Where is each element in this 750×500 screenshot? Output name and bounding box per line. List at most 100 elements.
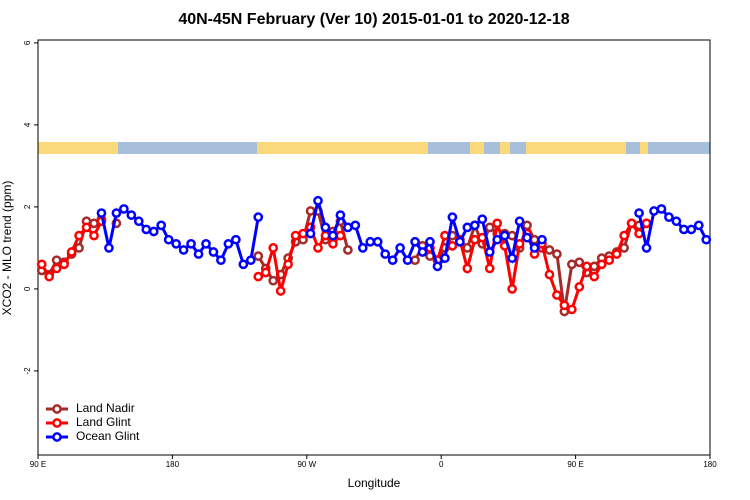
data-point [522, 232, 532, 243]
data-point [484, 222, 495, 233]
x-tick-label: 90 E [567, 460, 583, 469]
data-point [507, 230, 517, 241]
data-point [469, 220, 480, 231]
data-point [686, 224, 697, 235]
data-point [320, 230, 331, 241]
data-point [74, 243, 84, 253]
data-point [156, 220, 167, 231]
data-point [268, 275, 279, 286]
x-tick-label: 90 W [297, 460, 316, 469]
data-point [343, 245, 353, 255]
data-point [604, 255, 615, 266]
data-point [96, 208, 107, 218]
data-point [522, 220, 532, 231]
legend-marker [52, 418, 62, 428]
data-point [193, 249, 204, 259]
data-point [492, 234, 503, 245]
data-point [514, 216, 525, 227]
data-point [365, 236, 376, 247]
data-point [679, 224, 689, 235]
data-point [201, 238, 211, 249]
data-point [231, 234, 241, 245]
data-point [328, 238, 338, 249]
chart-title: 40N-45N February (Ver 10) 2015-01-01 to … [178, 11, 569, 28]
data-point [380, 249, 391, 259]
data-point [313, 195, 323, 206]
legend-label: Land Nadir [76, 401, 135, 415]
data-point [656, 204, 667, 214]
data-point [111, 208, 122, 218]
data-point [186, 238, 196, 249]
data-point [395, 243, 405, 253]
land-ocean-strip [38, 142, 710, 154]
data-point [447, 241, 458, 251]
data-point [410, 236, 420, 247]
data-point [163, 234, 174, 245]
data-point [260, 267, 271, 278]
data-point [148, 226, 159, 237]
data-point [283, 259, 293, 270]
data-point [119, 204, 129, 214]
data-point [216, 255, 226, 266]
legend-label: Ocean Glint [76, 429, 140, 443]
data-point [141, 224, 152, 235]
data-point [626, 218, 637, 229]
data-point [59, 259, 69, 270]
data-point [611, 249, 622, 259]
legend-marker [52, 404, 62, 414]
data-point [641, 218, 652, 229]
data-point [387, 255, 398, 266]
data-point [567, 259, 577, 270]
data-point [343, 222, 353, 233]
data-point [641, 243, 652, 253]
data-point [514, 238, 525, 249]
data-point [104, 243, 114, 253]
y-tick-label: 6 [23, 40, 32, 45]
data-point [589, 271, 600, 282]
data-point [499, 230, 510, 241]
data-point [619, 230, 629, 241]
data-point [581, 261, 592, 272]
data-point [507, 284, 517, 294]
x-tick-label: 180 [166, 460, 180, 469]
data-point [484, 263, 495, 274]
data-point [701, 234, 712, 245]
data-point [484, 247, 495, 257]
data-point [320, 222, 331, 233]
data-point [51, 263, 62, 274]
data-point [552, 249, 562, 259]
y-tick-label: 0 [23, 286, 32, 291]
data-point [268, 243, 279, 253]
data-point [693, 220, 704, 231]
data-point [432, 261, 443, 272]
data-point [455, 236, 465, 247]
data-point [417, 247, 428, 257]
data-point [425, 236, 435, 247]
plot-frame [37, 39, 711, 456]
data-point [245, 255, 256, 266]
data-point [544, 269, 555, 280]
data-point [649, 206, 659, 216]
data-point [664, 212, 674, 223]
x-axis-label: Longitude [348, 476, 401, 490]
data-point [469, 234, 480, 245]
data-point [36, 259, 47, 270]
data-point [253, 251, 264, 261]
data-point [290, 230, 301, 241]
data-point [81, 222, 92, 233]
data-point [402, 255, 413, 266]
data-point [574, 282, 585, 292]
data-point [596, 259, 607, 270]
y-axis-label: XCO2 - MLO trend (ppm) [0, 181, 14, 316]
y-tick-label: 2 [23, 204, 32, 209]
data-point [223, 238, 234, 249]
x-tick-label: 0 [439, 460, 444, 469]
data-point [410, 255, 420, 266]
data-point [305, 206, 316, 216]
y-tick-label: 4 [23, 122, 32, 127]
data-point [462, 243, 473, 253]
data-point [492, 218, 503, 229]
x-tick-label: 90 E [30, 460, 46, 469]
data-point [447, 212, 458, 223]
data-point [126, 210, 137, 220]
